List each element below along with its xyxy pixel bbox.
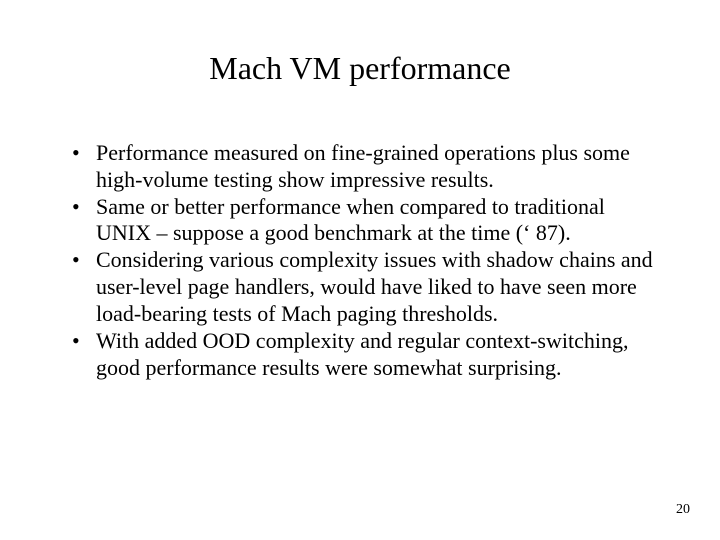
bullet-item: Considering various complexity issues wi… bbox=[68, 247, 658, 327]
bullet-item: With added OOD complexity and regular co… bbox=[68, 328, 658, 382]
bullet-item: Same or better performance when compared… bbox=[68, 194, 658, 248]
bullet-list: Performance measured on fine-grained ope… bbox=[68, 140, 658, 381]
slide-body: Performance measured on fine-grained ope… bbox=[68, 140, 658, 381]
slide: Mach VM performance Performance measured… bbox=[0, 0, 720, 540]
page-number: 20 bbox=[676, 502, 690, 518]
slide-title: Mach VM performance bbox=[0, 50, 720, 87]
bullet-item: Performance measured on fine-grained ope… bbox=[68, 140, 658, 194]
